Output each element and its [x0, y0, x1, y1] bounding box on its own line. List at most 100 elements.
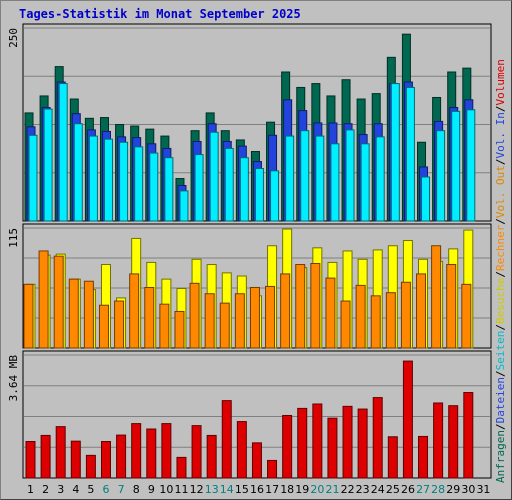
bar-seiten-day-11: [179, 190, 189, 222]
legend-separator: /: [494, 158, 507, 165]
bar-seiten-day-22: [345, 129, 355, 222]
bar-seiten-day-12: [194, 154, 204, 222]
bar-volumen-day-14: [221, 400, 232, 479]
legend-entry-vol-out: Vol. Out: [494, 165, 507, 218]
bar-rechner-day-2: [38, 250, 49, 349]
right-legend: Anfragen/Dateien/Seiten/Besuche/Rechner/…: [494, 59, 507, 483]
x-label-day-13: 13: [205, 483, 219, 496]
legend-entry-volumen: Volumen: [494, 59, 507, 105]
bar-volumen-day-11: [176, 456, 187, 479]
legend-entry-anfragen: Anfragen: [494, 430, 507, 483]
x-label-day-11: 11: [175, 483, 189, 496]
x-label-day-25: 25: [386, 483, 400, 496]
bar-rechner-day-17: [265, 285, 276, 349]
bar-seiten-day-10: [164, 157, 174, 222]
y-max-label-bottom: 3.64 MB: [7, 355, 20, 402]
bar-rechner-day-15: [234, 293, 245, 349]
bar-rechner-day-21: [325, 277, 336, 349]
bar-volumen-day-10: [161, 423, 172, 479]
legend-separator: /: [494, 423, 507, 430]
legend-entry-rechner: Rechner: [494, 224, 507, 271]
bar-seiten-day-26: [405, 86, 415, 222]
bar-rechner-day-24: [370, 295, 381, 349]
x-label-day-7: 7: [118, 483, 125, 496]
bar-rechner-day-29: [446, 264, 457, 349]
bar-volumen-day-1: [25, 441, 36, 479]
bar-seiten-day-9: [149, 152, 159, 222]
legend-entry-dateien: Dateien: [494, 377, 507, 423]
bar-volumen-day-24: [372, 397, 383, 479]
legend-entry-seiten: Seiten: [494, 331, 507, 371]
bar-volumen-day-15: [236, 421, 247, 479]
bar-rechner-day-5: [83, 280, 94, 349]
bar-volumen-day-23: [357, 408, 368, 479]
legend-separator: /: [494, 271, 507, 278]
bar-seiten-day-16: [254, 168, 264, 222]
bar-volumen-day-18: [282, 414, 293, 479]
bar-seiten-day-21: [330, 143, 340, 222]
bar-volumen-day-3: [55, 426, 66, 479]
bar-rechner-day-13: [204, 293, 215, 349]
bar-volumen-day-9: [146, 428, 157, 479]
bar-rechner-day-9: [144, 286, 155, 349]
x-label-day-29: 29: [446, 483, 460, 496]
bar-volumen-day-2: [40, 434, 51, 479]
x-label-day-10: 10: [159, 483, 173, 496]
x-label-day-14: 14: [220, 483, 234, 496]
bar-rechner-day-16: [249, 286, 260, 349]
bar-seiten-day-24: [375, 136, 385, 222]
bar-seiten-day-17: [270, 170, 280, 222]
bar-seiten-day-13: [209, 131, 219, 222]
bar-rechner-day-1: [23, 283, 34, 349]
bar-seiten-day-14: [224, 147, 234, 222]
x-label-day-12: 12: [190, 483, 204, 496]
legend-separator: /: [494, 324, 507, 331]
chart-title: Tages-Statistik im Monat September 2025: [19, 7, 301, 21]
x-label-day-6: 6: [103, 483, 110, 496]
x-label-day-27: 27: [416, 483, 430, 496]
bar-rechner-day-4: [68, 278, 79, 349]
bar-volumen-day-25: [387, 436, 398, 479]
bar-seiten-day-2: [43, 108, 53, 222]
bar-volumen-day-4: [70, 440, 81, 479]
x-label-day-19: 19: [295, 483, 309, 496]
bar-volumen-day-21: [327, 417, 338, 479]
x-label-day-30: 30: [461, 483, 475, 496]
bar-volumen-day-26: [402, 360, 413, 479]
bar-volumen-day-27: [418, 435, 429, 479]
bar-rechner-day-19: [295, 264, 306, 349]
bar-volumen-day-5: [85, 454, 96, 479]
x-label-day-22: 22: [341, 483, 355, 496]
legend-separator: /: [494, 218, 507, 225]
bar-seiten-day-30: [466, 109, 476, 222]
bar-volumen-day-22: [342, 405, 353, 479]
bar-seiten-day-25: [390, 83, 400, 222]
bar-rechner-day-25: [385, 292, 396, 349]
bar-rechner-day-30: [461, 283, 472, 349]
bar-volumen-day-19: [297, 407, 308, 479]
bar-volumen-day-12: [191, 425, 202, 479]
x-label-day-2: 2: [42, 483, 49, 496]
bar-seiten-day-27: [421, 176, 431, 222]
bar-volumen-day-17: [267, 459, 278, 479]
y-max-label-top: 250: [7, 28, 20, 48]
bar-volumen-day-29: [448, 405, 459, 479]
bar-volumen-day-13: [206, 434, 217, 479]
x-label-day-18: 18: [280, 483, 294, 496]
bar-seiten-day-29: [451, 110, 461, 222]
x-label-day-4: 4: [72, 483, 79, 496]
x-label-day-21: 21: [325, 483, 339, 496]
bar-rechner-day-10: [159, 303, 170, 349]
bar-rechner-day-11: [174, 310, 185, 349]
legend-separator: /: [494, 370, 507, 377]
bar-rechner-day-18: [280, 273, 291, 349]
bar-seiten-day-5: [88, 135, 98, 222]
bar-rechner-day-22: [340, 300, 351, 349]
x-label-day-16: 16: [250, 483, 264, 496]
bar-seiten-day-15: [239, 157, 249, 222]
bar-volumen-day-28: [433, 402, 444, 479]
bar-rechner-day-8: [129, 273, 140, 349]
bar-rechner-day-7: [114, 300, 125, 349]
legend-separator: /: [494, 105, 507, 112]
bar-rechner-day-14: [219, 302, 230, 349]
